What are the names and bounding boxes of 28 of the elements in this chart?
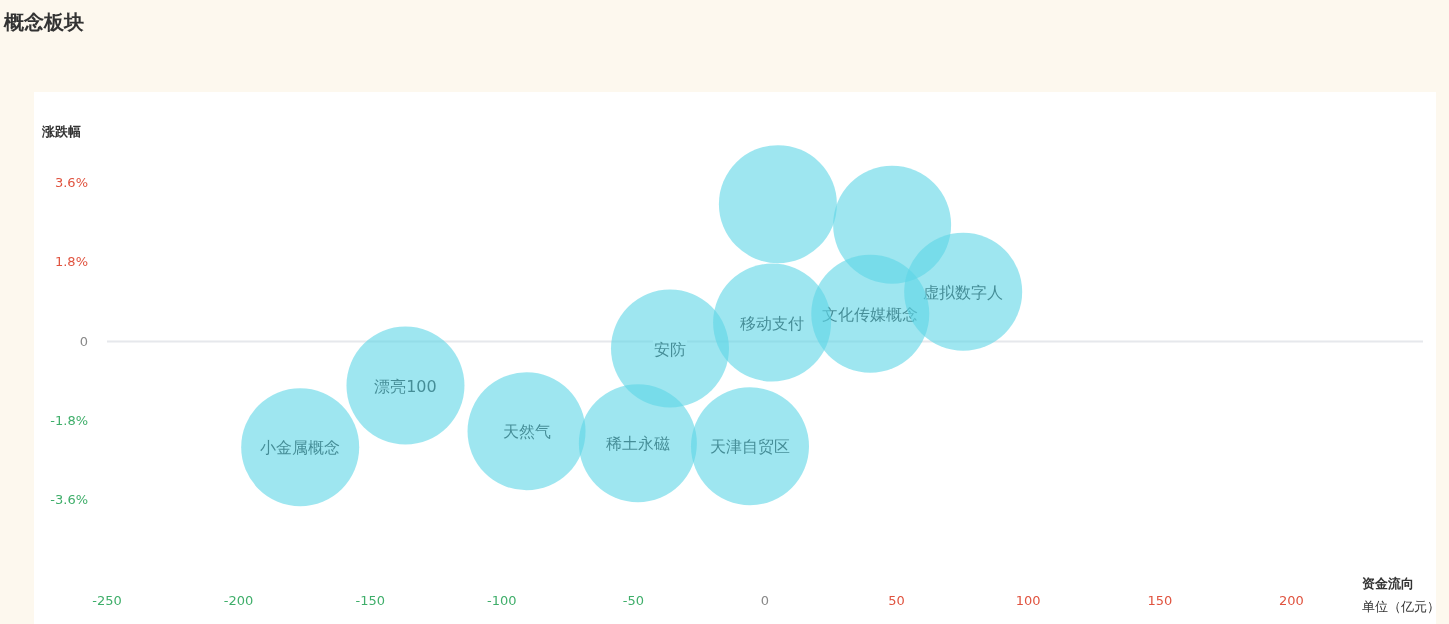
y-tick-label: 1.8%: [54, 254, 88, 270]
x-tick-label: -200: [223, 593, 254, 608]
annotation: 漂亮100: [374, 376, 437, 396]
x-axis-title: 资金流向: [1362, 576, 1414, 591]
x-tick-label: -250: [92, 593, 122, 608]
chart-title: 概念板块: [3, 10, 84, 34]
x-tick-label: 50: [888, 593, 905, 608]
text: 单位（亿元）: [1362, 599, 1440, 614]
y-tick-label: 0: [79, 333, 88, 349]
x-tick-label: 150: [1147, 593, 1173, 608]
annotation: 小金属概念: [260, 438, 341, 458]
x-tick-label: -150: [355, 593, 385, 608]
y-tick-label: -1.8%: [50, 412, 88, 428]
x-tick-label: -50: [622, 593, 645, 608]
y-tick-label: -3.6%: [50, 492, 88, 507]
annotation: 天津自贸区: [710, 437, 790, 457]
annotation: 移动支付: [740, 313, 805, 333]
annotation: 天然气: [502, 422, 551, 442]
x-tick-label: 0: [760, 593, 770, 608]
annotation: 虚拟数字人: [923, 282, 1004, 302]
annotation: 文化传媒概念: [822, 304, 919, 324]
x-tick-label: 100: [1015, 593, 1041, 608]
annotation: 稀土永磁: [605, 434, 670, 454]
y-tick-label: 3.6%: [54, 175, 88, 190]
annotation: 安防: [653, 339, 686, 359]
x-tick-label: 200: [1278, 593, 1304, 608]
y-axis-title: 涨跌幅: [41, 124, 81, 139]
x-tick-label: -100: [487, 593, 517, 608]
